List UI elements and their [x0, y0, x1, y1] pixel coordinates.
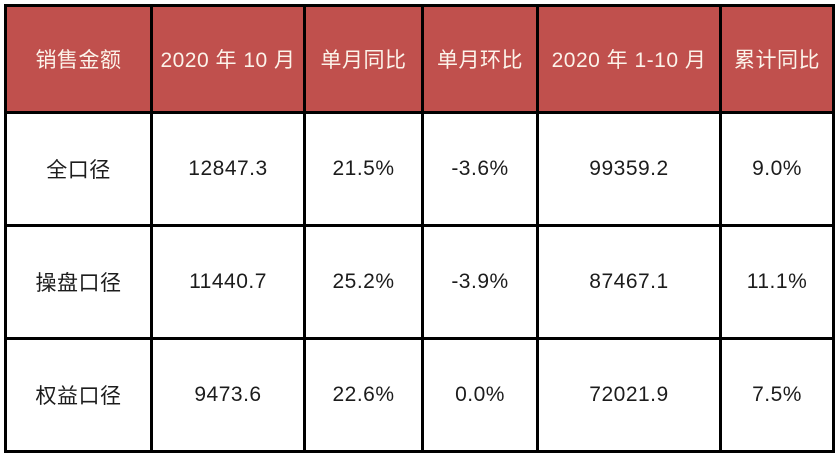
table-cell: 9.0% [719, 111, 835, 227]
table-row-full-caliber: 全口径 12847.3 21.5% -3.6% 99359.2 9.0% [4, 111, 835, 227]
row-label: 权益口径 [4, 337, 153, 453]
table-cell: 11.1% [719, 224, 835, 340]
table-cell: 99359.2 [536, 111, 722, 227]
table-cell: 21.5% [303, 111, 424, 227]
table-cell: 7.5% [719, 337, 835, 453]
header-cell-oct-2020: 2020 年 10 月 [150, 4, 306, 114]
header-cell-sales-amount: 销售金额 [4, 4, 153, 114]
header-cell-jan-oct-2020: 2020 年 1-10 月 [536, 4, 722, 114]
table-cell: 0.0% [421, 337, 539, 453]
table-row-equity-caliber: 权益口径 9473.6 22.6% 0.0% 72021.9 7.5% [4, 337, 835, 453]
table-cell: 25.2% [303, 224, 424, 340]
table-cell: 22.6% [303, 337, 424, 453]
table-cell: 72021.9 [536, 337, 722, 453]
sales-table-container: 销售金额 2020 年 10 月 单月同比 单月环比 2020 年 1-10 月… [4, 4, 835, 453]
table-cell: 12847.3 [150, 111, 306, 227]
table-cell: -3.9% [421, 224, 539, 340]
header-cell-monthly-mom: 单月环比 [421, 4, 539, 114]
row-label: 操盘口径 [4, 224, 153, 340]
table-cell: 9473.6 [150, 337, 306, 453]
table-cell: -3.6% [421, 111, 539, 227]
table-cell: 11440.7 [150, 224, 306, 340]
header-cell-cumulative-yoy: 累计同比 [719, 4, 835, 114]
row-label: 全口径 [4, 111, 153, 227]
sales-table: 销售金额 2020 年 10 月 单月同比 单月环比 2020 年 1-10 月… [4, 4, 835, 453]
table-cell: 87467.1 [536, 224, 722, 340]
header-cell-monthly-yoy: 单月同比 [303, 4, 424, 114]
table-row-operating-caliber: 操盘口径 11440.7 25.2% -3.9% 87467.1 11.1% [4, 224, 835, 340]
header-row: 销售金额 2020 年 10 月 单月同比 单月环比 2020 年 1-10 月… [4, 4, 835, 114]
